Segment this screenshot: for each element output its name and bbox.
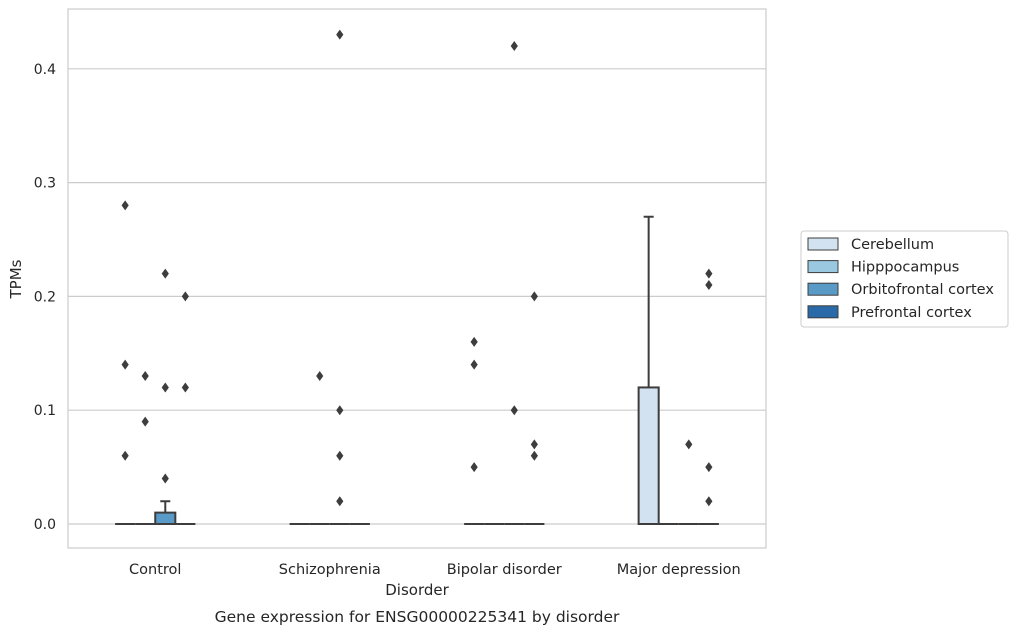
legend-frame xyxy=(800,230,1009,328)
outlier-point xyxy=(121,450,129,461)
legend-swatch xyxy=(807,305,839,319)
legend-label: Prefrontal cortex xyxy=(851,305,972,321)
box-cerebellum xyxy=(637,215,660,525)
category-group xyxy=(289,29,370,525)
box-body xyxy=(637,386,660,525)
outlier-point xyxy=(705,496,713,507)
box-groups xyxy=(115,29,719,525)
legend-item: Prefrontal cortex xyxy=(807,305,972,321)
outlier-point xyxy=(470,359,478,370)
outlier-point xyxy=(336,29,344,40)
outlier-point xyxy=(510,405,518,416)
legend-item: Hipppocampus xyxy=(807,260,959,276)
outlier-point xyxy=(705,462,713,473)
outlier-point xyxy=(336,450,344,461)
y-axis-label: TPMs xyxy=(7,259,25,299)
y-axis-ticks: 0.0 0.1 0.2 0.3 0.4 xyxy=(34,62,56,533)
legend-swatch xyxy=(807,237,839,251)
outlier-point xyxy=(161,268,169,279)
box-orbitofrontal-cortex xyxy=(678,439,699,525)
outlier-point xyxy=(336,496,344,507)
outlier-point xyxy=(121,359,129,370)
legend-label: Orbitofrontal cortex xyxy=(851,282,994,298)
legend-swatch xyxy=(807,282,839,296)
outlier-point xyxy=(530,291,538,302)
x-tick-label: Schizophrenia xyxy=(279,562,381,578)
chart-title: Gene expression for ENSG00000225341 by d… xyxy=(215,608,620,626)
category-group xyxy=(115,200,196,525)
box-prefrontal-cortex xyxy=(524,291,545,525)
y-tick-label: 0.3 xyxy=(34,176,56,192)
outlier-point xyxy=(316,371,324,382)
box-orbitofrontal-cortex xyxy=(154,268,177,525)
outlier-point xyxy=(470,336,478,347)
box-hipppocampus xyxy=(309,371,330,525)
category-group xyxy=(464,41,545,525)
legend-item: Cerebellum xyxy=(807,237,934,253)
outlier-point xyxy=(181,382,189,393)
x-tick-label: Control xyxy=(129,562,181,578)
plot-area xyxy=(67,8,767,549)
outlier-point xyxy=(470,462,478,473)
box-prefrontal-cortex xyxy=(175,291,196,525)
outlier-point xyxy=(510,41,518,52)
y-tick-label: 0.4 xyxy=(34,62,56,78)
box-prefrontal-cortex xyxy=(698,268,719,525)
x-tick-label: Major depression xyxy=(617,562,741,578)
outlier-point xyxy=(161,382,169,393)
box-cerebellum xyxy=(115,200,136,525)
outlier-point xyxy=(530,450,538,461)
outlier-point xyxy=(705,280,713,291)
category-group xyxy=(637,215,719,525)
box-body xyxy=(154,511,177,525)
legend-swatch xyxy=(807,260,839,274)
box-orbitofrontal-cortex xyxy=(504,41,525,525)
outlier-point xyxy=(685,439,693,450)
outlier-point xyxy=(705,268,713,279)
legend: Cerebellum Hipppocampus Orbitofrontal cort… xyxy=(800,230,1009,328)
outlier-point xyxy=(141,416,149,427)
legend-label: Hipppocampus xyxy=(851,260,959,276)
legend-label: Cerebellum xyxy=(851,237,934,253)
y-tick-label: 0.1 xyxy=(34,403,56,419)
y-tick-label: 0.2 xyxy=(34,289,56,305)
x-axis-label: Disorder xyxy=(385,581,449,599)
outlier-point xyxy=(121,200,129,211)
legend-item: Orbitofrontal cortex xyxy=(807,282,994,298)
x-tick-label: Bipolar disorder xyxy=(447,562,562,578)
outlier-point xyxy=(141,371,149,382)
outlier-point xyxy=(336,405,344,416)
outlier-point xyxy=(161,473,169,484)
y-tick-label: 0.0 xyxy=(34,517,56,533)
box-cerebellum xyxy=(464,336,485,525)
x-axis-ticks: Control Schizophrenia Bipolar disorder Majo… xyxy=(129,562,741,578)
outlier-point xyxy=(181,291,189,302)
box-orbitofrontal-cortex xyxy=(329,29,350,525)
outlier-point xyxy=(530,439,538,450)
box-hipppocampus xyxy=(135,371,156,525)
